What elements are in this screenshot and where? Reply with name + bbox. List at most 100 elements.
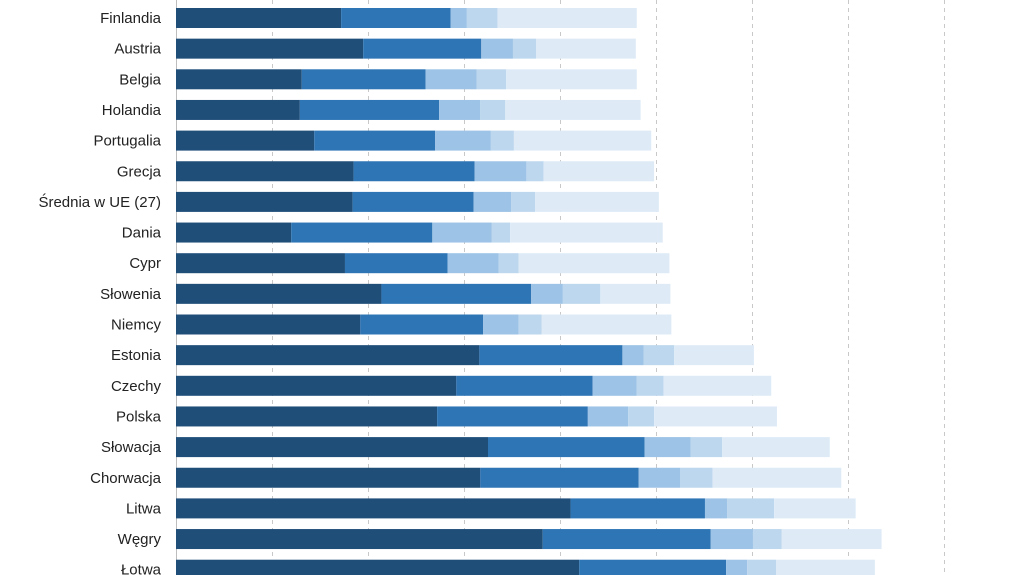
- bar-segment-3: [473, 191, 512, 212]
- bar-segment-5: [674, 345, 754, 366]
- bar-segment-3: [704, 498, 728, 519]
- bar-segment-4: [498, 253, 519, 274]
- bar-segment-3: [622, 345, 644, 366]
- bar-segment-4: [727, 498, 775, 519]
- bar-segment-3: [439, 99, 481, 120]
- category-label: Litwa: [126, 500, 162, 517]
- bar-segment-4: [628, 406, 655, 427]
- bar-segment-4: [680, 467, 713, 488]
- bar-segment-5: [541, 314, 672, 335]
- bar-segment-5: [663, 375, 772, 396]
- bar-segment-5: [518, 253, 670, 274]
- category-label: Dania: [122, 225, 162, 242]
- bar-segment-3: [481, 38, 513, 59]
- bar-segment-4: [636, 375, 664, 396]
- category-label: Niemcy: [111, 317, 162, 334]
- bar-segment-5: [543, 161, 655, 182]
- bar-segment-1: [176, 69, 302, 90]
- bar-segment-3: [592, 375, 637, 396]
- bar-segment-1: [176, 191, 353, 212]
- bar-segment-2: [363, 38, 482, 59]
- bar-segment-2: [314, 130, 436, 151]
- bar-segment-2: [353, 161, 475, 182]
- category-label: Chorwacja: [90, 470, 162, 487]
- bar-segment-5: [497, 8, 637, 28]
- category-label: Słowacja: [101, 439, 162, 456]
- bar-segment-4: [526, 161, 544, 182]
- category-label: Średnia w UE (27): [38, 193, 161, 211]
- bar-segment-5: [510, 222, 663, 243]
- bar-segment-2: [352, 191, 474, 212]
- bar-segment-1: [176, 253, 345, 274]
- bar-segment-5: [712, 467, 842, 488]
- bar-segment-5: [536, 38, 636, 59]
- bar-segment-1: [176, 38, 364, 59]
- bar-segment-1: [176, 8, 342, 28]
- bar-segment-3: [450, 8, 467, 28]
- bar-segment-5: [722, 437, 830, 458]
- category-label: Polska: [116, 408, 162, 425]
- bar-segment-2: [579, 559, 727, 575]
- bar-segment-2: [360, 314, 484, 335]
- bar-segment-4: [518, 314, 542, 335]
- bar-segment-4: [690, 437, 723, 458]
- bar-segment-5: [505, 99, 641, 120]
- bar-segment-4: [491, 222, 511, 243]
- bar-segment-2: [488, 437, 645, 458]
- bar-segment-1: [176, 406, 438, 427]
- bar-segment-3: [638, 467, 680, 488]
- bar-segment-4: [476, 69, 507, 90]
- bar-segment-3: [587, 406, 629, 427]
- bar-segment-4: [512, 38, 536, 59]
- bar-segment-3: [483, 314, 519, 335]
- bar-segment-1: [176, 222, 292, 243]
- category-label: Łotwa: [121, 562, 162, 575]
- category-label: Belgia: [119, 71, 161, 88]
- bar-segment-1: [176, 529, 543, 550]
- bar-segment-1: [176, 437, 488, 458]
- bars: [176, 8, 882, 575]
- bar-segment-4: [490, 130, 514, 151]
- bar-segment-5: [600, 283, 671, 304]
- bar-segment-1: [176, 161, 354, 182]
- bar-segment-5: [654, 406, 777, 427]
- bar-segment-5: [776, 559, 875, 575]
- bar-segment-2: [456, 375, 593, 396]
- category-label: Słowenia: [100, 286, 162, 303]
- bar-segment-3: [474, 161, 527, 182]
- bar-segment-3: [435, 130, 491, 151]
- bar-segment-2: [299, 99, 440, 120]
- category-label: Cypr: [129, 255, 161, 272]
- bar-segment-4: [480, 99, 506, 120]
- bar-segment-1: [176, 283, 382, 304]
- bar-segment-4: [752, 529, 782, 550]
- bar-segment-2: [341, 8, 451, 28]
- bar-segment-2: [437, 406, 588, 427]
- bar-segment-2: [344, 253, 448, 274]
- bar-segment-4: [466, 8, 498, 28]
- bar-segment-4: [643, 345, 675, 366]
- category-label: Estonia: [111, 347, 162, 364]
- bar-segment-2: [301, 69, 426, 90]
- category-label: Grecja: [117, 163, 162, 180]
- bar-segment-4: [511, 191, 536, 212]
- bar-segment-5: [506, 69, 637, 90]
- bar-segment-1: [176, 345, 480, 366]
- category-label: Finlandia: [100, 10, 162, 27]
- bar-segment-5: [781, 529, 882, 550]
- bar-segment-3: [726, 559, 748, 575]
- bar-segment-3: [432, 222, 492, 243]
- bar-segment-2: [570, 498, 705, 519]
- bar-segment-2: [480, 467, 639, 488]
- bar-segment-1: [176, 99, 300, 120]
- bar-segment-3: [531, 283, 563, 304]
- bar-segment-2: [479, 345, 623, 366]
- bar-segment-5: [513, 130, 652, 151]
- bar-segment-4: [562, 283, 601, 304]
- bar-segment-1: [176, 375, 457, 396]
- bar-segment-5: [774, 498, 856, 519]
- bar-segment-4: [747, 559, 776, 575]
- bar-segment-1: [176, 314, 361, 335]
